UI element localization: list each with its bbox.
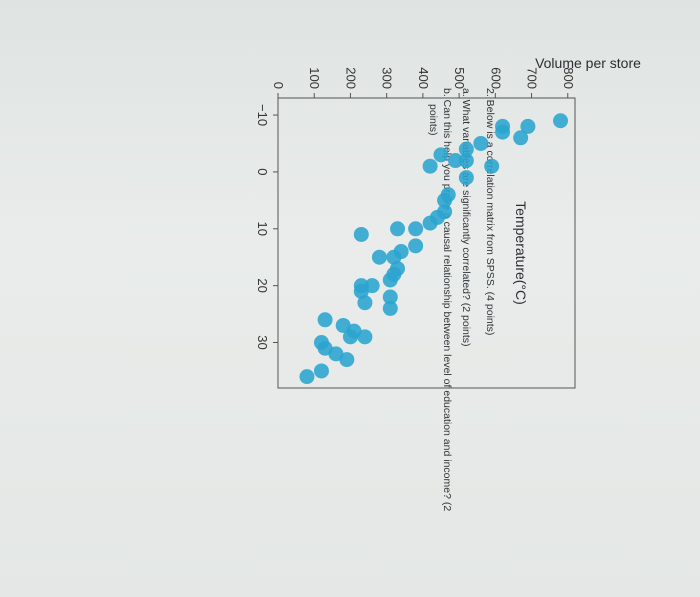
data-point bbox=[382, 300, 398, 316]
question-2: 2. Below is a correlation matrix from SP… bbox=[484, 88, 496, 335]
data-points bbox=[299, 113, 569, 385]
data-point bbox=[473, 135, 489, 151]
data-point bbox=[390, 221, 406, 237]
data-point bbox=[513, 130, 529, 146]
data-point bbox=[447, 153, 463, 169]
data-point bbox=[317, 312, 333, 328]
data-point bbox=[433, 147, 449, 163]
x-tick-label: 20 bbox=[255, 278, 270, 292]
data-point bbox=[553, 113, 569, 129]
data-point bbox=[353, 226, 369, 242]
data-point bbox=[382, 272, 398, 288]
plot-frame bbox=[277, 97, 576, 389]
data-point bbox=[299, 369, 315, 385]
question-2b-line2: points) bbox=[427, 104, 439, 136]
data-point bbox=[342, 329, 358, 345]
data-point bbox=[382, 289, 398, 305]
x-tick-label: 0 bbox=[255, 168, 270, 175]
y-tick-label: 500 bbox=[452, 67, 467, 89]
y-tick-label: 700 bbox=[525, 67, 540, 89]
x-axis-title: Temperature(°C) bbox=[513, 201, 529, 305]
x-tick-label: −10 bbox=[255, 104, 270, 126]
y-tick-label: 400 bbox=[416, 67, 431, 89]
data-point bbox=[437, 192, 453, 208]
data-point bbox=[408, 238, 424, 254]
y-tick-label: 0 bbox=[271, 82, 286, 89]
data-point bbox=[520, 118, 536, 134]
data-point bbox=[408, 221, 424, 237]
data-point bbox=[353, 283, 369, 299]
y-tick-label: 800 bbox=[561, 67, 576, 89]
data-point bbox=[458, 153, 474, 169]
x-tick-label: 30 bbox=[255, 335, 270, 349]
data-point bbox=[313, 363, 329, 379]
data-point bbox=[495, 118, 511, 134]
question-2a: a. What variables are significantly corr… bbox=[460, 88, 472, 347]
data-point bbox=[357, 329, 373, 345]
data-point bbox=[371, 249, 387, 265]
data-point bbox=[357, 295, 373, 311]
data-point bbox=[458, 141, 474, 157]
y-axis-title: Volume per store bbox=[535, 55, 641, 71]
data-point bbox=[422, 215, 438, 231]
data-point bbox=[386, 249, 402, 265]
data-point bbox=[484, 158, 500, 174]
y-tick-label: 200 bbox=[343, 67, 358, 89]
y-tick-label: 100 bbox=[307, 67, 322, 89]
x-tick-label: 10 bbox=[255, 222, 270, 236]
axis-layer: Volume per store Temperature(°C) −10 0 10 2… bbox=[255, 55, 641, 389]
y-tick-label: 600 bbox=[488, 67, 503, 89]
data-point bbox=[339, 352, 355, 368]
data-point bbox=[458, 170, 474, 186]
y-tick-label: 300 bbox=[380, 67, 395, 89]
data-point bbox=[422, 158, 438, 174]
